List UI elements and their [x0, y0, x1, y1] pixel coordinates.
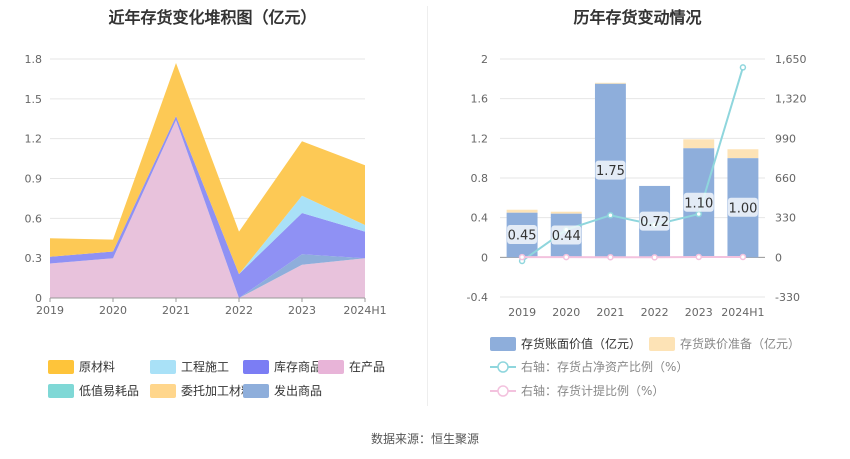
area-series [50, 116, 365, 298]
y-tick-label: 1.8 [25, 53, 43, 66]
legend-item-label: 工程施工 [181, 359, 229, 374]
y2-tick-label: -330 [775, 291, 800, 304]
x-tick-label: 2021 [162, 304, 190, 317]
y2-tick-label: 990 [775, 132, 796, 145]
legend-item-label: 发出商品 [274, 383, 322, 398]
provision-bar [727, 149, 759, 159]
line-point [518, 253, 526, 261]
bar-value-label: 1.10 [683, 192, 714, 212]
bar-value-label-text: 1.10 [684, 196, 713, 211]
legend-item-label: 委托加工材料 [181, 384, 253, 398]
y-tick-label: 1.5 [25, 93, 43, 106]
legend-item-label: 右轴：存货计提比例（%） [521, 383, 664, 398]
bar-value-label: 0.72 [639, 211, 670, 231]
bar-value-label-bg [595, 160, 626, 180]
bar-value-label-text: 0.72 [640, 215, 669, 230]
provision-bar [506, 209, 538, 213]
y-tick-label: 0.3 [25, 252, 43, 265]
y-tick-label: 0.8 [471, 172, 489, 185]
legend-swatch [48, 360, 74, 374]
y2-tick-label: 0 [775, 251, 782, 264]
y-tick-label: 2 [481, 53, 488, 66]
y-tick-label: 0.9 [25, 173, 43, 186]
legend-swatch [318, 360, 344, 374]
legend-item-label: 在产品 [349, 360, 385, 374]
legend-swatch [150, 384, 176, 398]
bar-value-label-text: 0.44 [552, 229, 581, 244]
x-tick-label: 2020 [99, 304, 127, 317]
y-tick-label: 0.4 [471, 212, 489, 225]
provision-bar [550, 211, 582, 214]
line-point [607, 253, 614, 261]
legend-item-label: 存货跌价准备（亿元） [680, 336, 800, 351]
right-bar-line-chart: -0.4 0 0.4 0.8 1.2 1.6 2 -330 0 330 660 990 1,320 1,6… [467, 53, 807, 398]
legend-item-label: 低值易耗品 [79, 383, 139, 398]
y2-tick-label: 660 [775, 172, 796, 185]
legend-swatch [48, 384, 74, 398]
line-point [739, 253, 747, 261]
y-tick-label: 0 [35, 292, 42, 305]
y-tick-label: 1.6 [471, 93, 489, 106]
legend-item-label: 原材料 [79, 360, 115, 374]
legend-item-label: 右轴：存货占净资产比例（%） [521, 359, 688, 374]
area-series [50, 63, 365, 275]
bar-value-label-text: 0.45 [508, 229, 537, 244]
right-chart-title: 历年存货变动情况 [573, 8, 702, 27]
line-point [563, 253, 570, 261]
legend-line-marker [497, 361, 509, 373]
line-point [607, 212, 614, 219]
y-tick-label: 1.2 [25, 133, 43, 146]
bar-value-label: 1.00 [727, 197, 758, 217]
left-chart-title: 近年存货变化堆积图（亿元） [108, 8, 317, 27]
x-tick-label: 2022 [641, 306, 669, 319]
area-series [50, 120, 365, 298]
x-tick-label: 2024H1 [343, 304, 386, 317]
legend-swatch [243, 360, 269, 374]
provision-bar [594, 82, 626, 84]
x-tick-label: 2019 [36, 304, 64, 317]
y2-tick-label: 330 [775, 212, 796, 225]
bar-value-label-bg [727, 197, 758, 217]
line-point [695, 210, 702, 218]
legend-swatch [150, 360, 176, 374]
x-tick-label: 2019 [508, 306, 536, 319]
y-tick-label: 0.6 [25, 212, 43, 225]
y-tick-label: 0 [481, 251, 488, 264]
left-stacked-area-chart: 0 0.3 0.6 0.9 1.2 1.5 1.8 2019 2020 2021 2022 2023 2… [25, 53, 387, 398]
line-point [739, 64, 747, 71]
y2-tick-label: 1,650 [775, 53, 807, 66]
provision-bar [683, 139, 715, 149]
legend-swatch [243, 384, 269, 398]
bar-value-label-bg [551, 225, 582, 245]
bar-value-label: 0.45 [507, 225, 538, 245]
data-source-note: 数据来源：恒生聚源 [370, 432, 479, 446]
bar-value-label: 1.75 [595, 160, 626, 180]
x-tick-label: 2023 [685, 306, 713, 319]
bar-value-label-bg [683, 192, 714, 212]
y-tick-label: 1.2 [471, 132, 489, 145]
legend-line-marker [497, 385, 509, 397]
x-tick-label: 2022 [225, 304, 253, 317]
bar-value-label-bg [639, 211, 670, 231]
legend-swatch [490, 337, 516, 351]
bar-value-label-text: 1.75 [596, 164, 625, 179]
y2-tick-label: 1,320 [775, 93, 807, 106]
legend-swatch [649, 337, 675, 351]
line-point [651, 254, 658, 261]
line-point [695, 253, 702, 261]
bar-value-label-text: 1.00 [728, 201, 757, 216]
bar-value-label: 0.44 [551, 225, 582, 245]
x-tick-label: 2024H1 [721, 306, 764, 319]
legend-item-label: 存货账面价值（亿元） [521, 336, 641, 351]
y-tick-label: -0.4 [467, 291, 488, 304]
x-tick-label: 2020 [552, 306, 580, 319]
panel-divider [427, 6, 428, 406]
bar-value-label-bg [507, 225, 538, 245]
x-tick-label: 2023 [288, 304, 316, 317]
legend-item-label: 库存商品 [274, 359, 322, 374]
x-tick-label: 2021 [596, 306, 624, 319]
